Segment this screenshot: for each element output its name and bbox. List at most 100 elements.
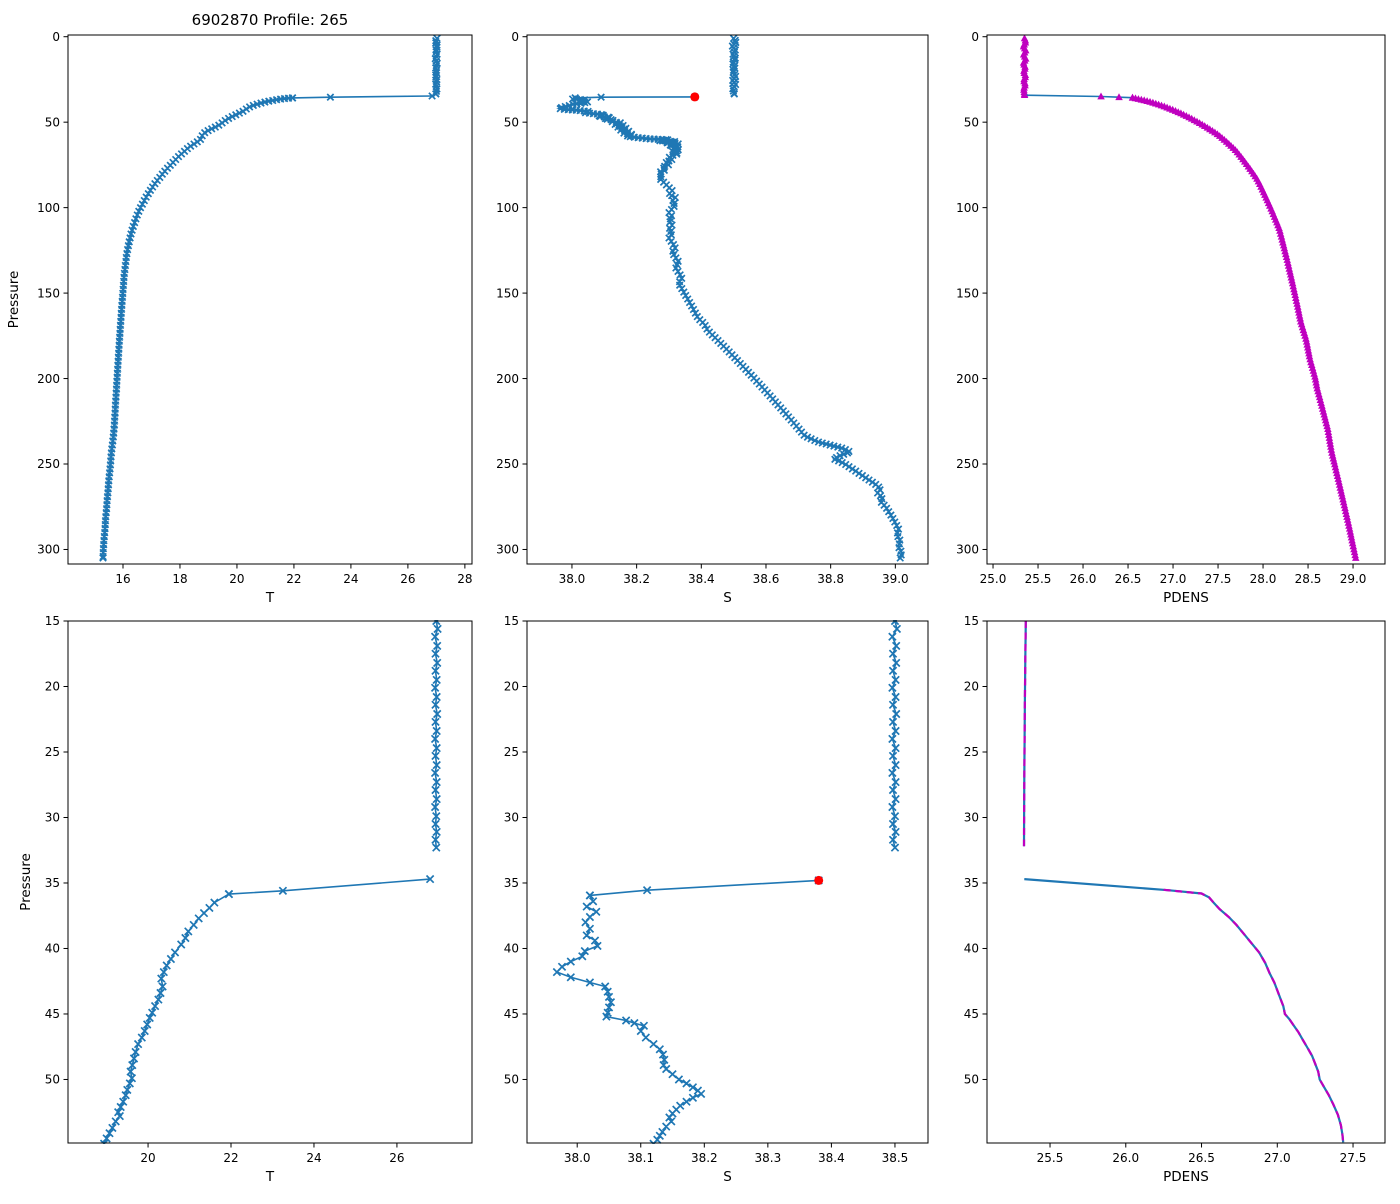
y-tick-label: 30 bbox=[964, 811, 979, 825]
y-tick-label: 45 bbox=[964, 1007, 979, 1021]
x-tick-label: 25.5 bbox=[1025, 572, 1052, 586]
x-tick-label: 38.3 bbox=[754, 1151, 781, 1165]
x-tick-label: 38.5 bbox=[882, 1151, 909, 1165]
series-line-deep-profile bbox=[102, 97, 293, 559]
x-tick-label: 39.0 bbox=[882, 572, 909, 586]
x-axis-label: S bbox=[723, 590, 732, 606]
y-tick-label: 25 bbox=[45, 745, 60, 759]
x-tick-label: 24 bbox=[343, 572, 358, 586]
axes-frame bbox=[67, 620, 473, 1144]
y-tick-label: 45 bbox=[45, 1007, 60, 1021]
x-tick-label: 38.1 bbox=[627, 1151, 654, 1165]
plot-area bbox=[1022, 620, 1345, 1143]
subplot-s-full: 38.0 38.2 38.4 38.6 38.8 39.0 0 50 100 150 200 250 3… bbox=[496, 30, 929, 606]
x-tick-label: 28.0 bbox=[1250, 572, 1277, 586]
y-axis-label: Pressure bbox=[18, 853, 34, 911]
y-tick-label: 150 bbox=[496, 286, 519, 300]
y-tick-label: 0 bbox=[52, 30, 60, 44]
x-tick-label: 26 bbox=[400, 572, 415, 586]
y-tick-label: 0 bbox=[511, 30, 519, 44]
plot-area bbox=[552, 620, 902, 1144]
series-markers-deep-profile bbox=[99, 94, 297, 562]
series-markers-deep-profile bbox=[556, 94, 906, 562]
x-tick-label: 26.5 bbox=[1115, 572, 1142, 586]
y-tick-label: 250 bbox=[496, 457, 519, 471]
x-tick-label: 38.8 bbox=[817, 572, 844, 586]
x-tick-label: 25.5 bbox=[1037, 1151, 1064, 1165]
series-markers-mixed-layer-jump bbox=[288, 92, 436, 102]
x-tick-label: 24 bbox=[306, 1151, 321, 1165]
subplot-t-full: 16 18 20 22 24 26 28 0 50 100 150 200 250 300 T Pressur… bbox=[6, 30, 473, 606]
x-tick-label: 20 bbox=[140, 1151, 155, 1165]
x-tick-label: 25.0 bbox=[980, 572, 1007, 586]
y-tick-label: 30 bbox=[504, 811, 519, 825]
axes-frame bbox=[526, 34, 929, 565]
x-tick-label: 38.4 bbox=[688, 572, 715, 586]
y-tick-label: 250 bbox=[37, 457, 60, 471]
y-tick-label: 20 bbox=[504, 680, 519, 694]
series-line-mixed-layer-jump bbox=[228, 878, 431, 895]
subplot-pdens-full: 25.0 25.5 26.0 26.5 27.0 27.5 28.0 28.5 29.0 0 50 1… bbox=[956, 30, 1386, 606]
x-tick-label: 22 bbox=[286, 572, 301, 586]
x-tick-label: 26.5 bbox=[1188, 1151, 1215, 1165]
y-tick-label: 50 bbox=[504, 1073, 519, 1087]
x-axis-label: T bbox=[265, 590, 275, 606]
y-tick-label: 15 bbox=[45, 614, 60, 628]
y-tick-label: 35 bbox=[964, 876, 979, 890]
y-tick-label: 0 bbox=[971, 30, 979, 44]
x-axis-label: S bbox=[723, 1169, 732, 1185]
x-tick-label: 26.0 bbox=[1070, 572, 1097, 586]
series-line-profile-raw bbox=[1024, 878, 1345, 1143]
series-line-surface-band-adjusted bbox=[1022, 620, 1027, 847]
y-tick-label: 40 bbox=[504, 942, 519, 956]
series-line-mixed-layer-jump bbox=[589, 879, 819, 897]
x-tick-label: 20 bbox=[229, 572, 244, 586]
x-tick-label: 28 bbox=[457, 572, 472, 586]
series-line-surface-band bbox=[434, 620, 439, 848]
axes-frame bbox=[986, 620, 1386, 1144]
x-tick-label: 38.6 bbox=[753, 572, 780, 586]
y-tick-label: 50 bbox=[964, 1073, 979, 1087]
series-markers-surface-band bbox=[431, 34, 442, 98]
y-tick-label: 40 bbox=[45, 942, 60, 956]
subplot-t-zoom: 20 22 24 26 15 20 25 30 35 40 45 50 T Pressure bbox=[18, 614, 473, 1185]
axes-frame bbox=[986, 34, 1386, 565]
x-tick-label: 27.5 bbox=[1340, 1151, 1367, 1165]
axes-frame bbox=[67, 34, 473, 565]
y-tick-label: 15 bbox=[964, 614, 979, 628]
series-line-surface-band bbox=[891, 620, 898, 848]
plot-area bbox=[99, 34, 442, 562]
series-markers-surface-band bbox=[1019, 34, 1030, 97]
series-line-profile-adjusted bbox=[1163, 888, 1345, 1143]
x-tick-label: 27.0 bbox=[1264, 1151, 1291, 1165]
series-markers-surface-band bbox=[728, 34, 740, 98]
y-tick-label: 150 bbox=[37, 286, 60, 300]
y-tick-label: 300 bbox=[496, 543, 519, 557]
x-tick-label: 38.0 bbox=[564, 1151, 591, 1165]
y-tick-label: 50 bbox=[45, 1073, 60, 1087]
series-line-mixed-layer-jump bbox=[292, 95, 433, 99]
y-tick-label: 50 bbox=[504, 115, 519, 129]
x-tick-label: 38.4 bbox=[818, 1151, 845, 1165]
x-tick-label: 38.0 bbox=[559, 572, 586, 586]
series-markers-mixed-layer-jump bbox=[224, 874, 435, 899]
x-tick-label: 29.0 bbox=[1340, 572, 1367, 586]
subplot-pdens-zoom: 25.5 26.0 26.5 27.0 27.5 15 20 25 30 35 40 45 50 PDEN… bbox=[964, 614, 1386, 1185]
y-tick-label: 50 bbox=[45, 115, 60, 129]
x-axis-label: PDENS bbox=[1163, 1169, 1209, 1185]
subplot-s-zoom: 38.0 38.1 38.2 38.3 38.4 38.5 15 20 25 30 35 40 45 50… bbox=[504, 614, 929, 1185]
series-line-thermocline bbox=[103, 893, 230, 1144]
y-tick-label: 200 bbox=[37, 372, 60, 386]
y-tick-label: 20 bbox=[45, 680, 60, 694]
y-tick-label: 35 bbox=[504, 876, 519, 890]
series-line-surface-band-raw bbox=[1022, 620, 1027, 847]
x-tick-label: 26.0 bbox=[1112, 1151, 1139, 1165]
y-tick-label: 100 bbox=[496, 201, 519, 215]
series-markers-flagged-point bbox=[690, 92, 700, 102]
y-tick-label: 25 bbox=[504, 745, 519, 759]
series-line-deep-profile bbox=[556, 97, 903, 559]
plot-area bbox=[99, 620, 442, 1144]
y-tick-label: 200 bbox=[956, 372, 979, 386]
